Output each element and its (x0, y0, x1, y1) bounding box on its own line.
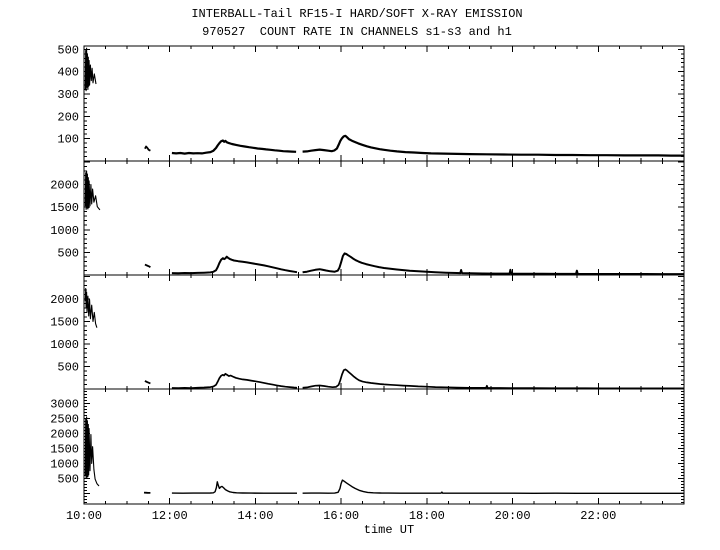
y-tick-label-s2: 1500 (50, 201, 79, 215)
trace-h1-segment-3 (302, 479, 684, 494)
trace-s1-segment-3 (302, 134, 684, 157)
trace-s3-segment-3 (302, 368, 684, 390)
trace-s2-segment-2 (171, 255, 298, 275)
trace-s3-segment-1 (144, 380, 151, 385)
trace-s3-segment-0 (84, 287, 98, 328)
trace-h1-segment-2 (171, 481, 297, 494)
trace-s1-segment-2 (171, 139, 297, 155)
trace-h1-segment-0 (84, 416, 100, 487)
y-tick-label-h1: 3000 (50, 397, 79, 411)
trace-s2-segment-0 (84, 170, 101, 211)
y-tick-label-s3: 2000 (50, 293, 79, 307)
trace-s1-segment-0 (84, 47, 97, 92)
chart-title: INTERBALL-Tail RF15-I HARD/SOFT X-RAY EM… (191, 7, 523, 21)
y-tick-label-s1: 500 (57, 43, 79, 57)
y-tick-label-s3: 1000 (50, 338, 79, 352)
y-tick-label-s2: 1000 (50, 224, 79, 238)
x-axis-label: time UT (364, 523, 414, 537)
y-tick-label-h1: 1500 (50, 442, 79, 456)
y-tick-label-s3: 1500 (50, 315, 79, 329)
x-tick-label: 22:00 (580, 509, 616, 523)
x-tick-label: 16:00 (323, 509, 359, 523)
y-tick-label-h1: 1000 (50, 457, 79, 471)
panel-box-h1 (83, 388, 685, 505)
trace-s3-segment-2 (171, 372, 298, 389)
y-tick-label-s3: 500 (57, 360, 79, 374)
y-tick-label-s2: 2000 (50, 179, 79, 193)
y-tick-label-s2: 500 (57, 246, 79, 260)
x-tick-label: 14:00 (237, 509, 273, 523)
trace-s2-segment-1 (144, 263, 151, 269)
x-tick-label: 18:00 (409, 509, 445, 523)
panel-box-s3 (83, 274, 685, 390)
chart-subtitle: 970527 COUNT RATE IN CHANNELS s1-s3 and … (202, 25, 512, 39)
panel-box-s2 (83, 160, 685, 276)
trace-s2-segment-3 (302, 252, 684, 276)
trace-s1-segment-1 (144, 145, 151, 152)
y-tick-label-s1: 300 (57, 88, 79, 102)
y-tick-label-h1: 2000 (50, 427, 79, 441)
y-tick-label-h1: 500 (57, 472, 79, 486)
x-tick-label: 12:00 (152, 509, 188, 523)
x-tick-label: 10:00 (66, 509, 102, 523)
panel-box-s1 (83, 45, 685, 162)
y-tick-label-s1: 200 (57, 110, 79, 124)
y-tick-label-h1: 2500 (50, 412, 79, 426)
y-tick-label-s1: 400 (57, 66, 79, 80)
x-tick-label: 20:00 (495, 509, 531, 523)
y-tick-label-s1: 100 (57, 133, 79, 147)
